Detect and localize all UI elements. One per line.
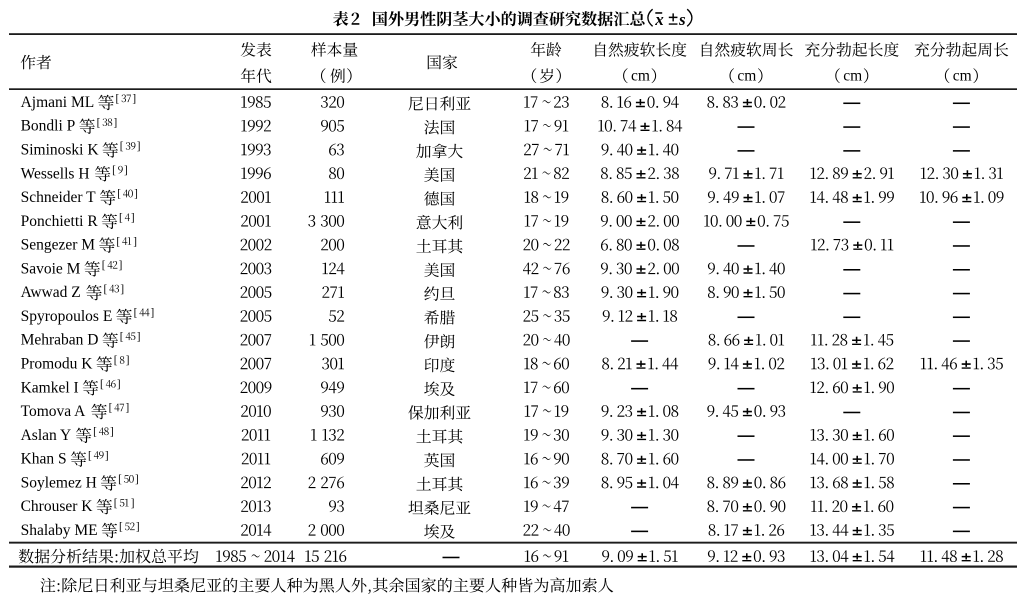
svg-text:[: [ [88,450,92,462]
svg-text:s: s [678,10,686,29]
svg-text:Aslan Y: Aslan Y [21,427,72,444]
svg-text:]: ] [132,93,136,105]
svg-text:]: ] [133,236,137,248]
svg-text:Tomova A: Tomova A [21,403,87,420]
svg-text:]: ] [131,212,135,224]
svg-text:[: [ [93,426,97,438]
svg-text:]: ] [151,307,155,319]
svg-text:[: [ [100,379,104,391]
svg-text:Mehraban D: Mehraban D [21,332,99,349]
svg-text:Ajmani ML: Ajmani ML [21,94,95,111]
svg-text:Schneider T: Schneider T [21,189,97,206]
svg-text:Chrouser K: Chrouser K [21,498,94,515]
svg-text:[: [ [117,188,121,200]
svg-text:]: ] [137,331,141,343]
svg-text:cm: cm [953,68,972,85]
svg-text:[: [ [120,141,124,153]
svg-text:[: [ [112,164,116,176]
svg-text:Spyropoulos E: Spyropoulos E [21,308,113,325]
svg-text:Savoie M: Savoie M [21,260,81,277]
svg-text:]: ] [105,450,109,462]
svg-text:[: [ [119,521,123,533]
svg-text:[: [ [120,331,124,343]
svg-text:]: ] [117,379,121,391]
svg-text:[: [ [116,236,120,248]
svg-text:]: ] [135,474,139,486]
svg-text:]: ] [110,426,114,438]
svg-text:cm: cm [737,68,756,85]
svg-text:Khan S: Khan S [21,451,67,468]
svg-text:x: x [654,10,664,29]
svg-text:]: ] [126,402,130,414]
svg-text:[: [ [134,307,138,319]
svg-text:[: [ [118,474,122,486]
svg-text:]: ] [134,188,138,200]
svg-text:Siminoski K: Siminoski K [21,142,100,159]
svg-text:Sengezer M: Sengezer M [21,237,96,254]
svg-text:[: [ [102,260,106,272]
svg-text:cm: cm [843,68,862,85]
svg-text:[: [ [114,497,118,509]
svg-text:[: [ [109,402,113,414]
svg-text:Bondli P: Bondli P [21,118,76,135]
svg-text:[: [ [116,93,120,105]
svg-text:[: [ [104,283,108,295]
svg-text:Shalaby ME: Shalaby ME [21,522,98,539]
svg-text:]: ] [136,521,140,533]
svg-text:]: ] [114,117,118,129]
svg-text:[: [ [97,117,101,129]
svg-text:Soylemez H: Soylemez H [21,474,97,491]
svg-text:cm: cm [631,68,650,85]
svg-text:Wessells H: Wessells H [21,165,90,182]
svg-text:[: [ [119,212,123,224]
svg-text:[: [ [114,355,118,367]
svg-text:]: ] [137,141,141,153]
svg-text:]: ] [124,164,128,176]
svg-text:Promodu K: Promodu K [21,356,94,373]
svg-text:]: ] [119,260,123,272]
svg-text:]: ] [131,497,135,509]
svg-text:Ponchietti R: Ponchietti R [21,213,99,230]
svg-text:]: ] [126,355,130,367]
svg-text:]: ] [120,283,124,295]
svg-text:Awwad Z: Awwad Z [21,284,81,301]
svg-text:Kamkel I: Kamkel I [21,379,79,396]
